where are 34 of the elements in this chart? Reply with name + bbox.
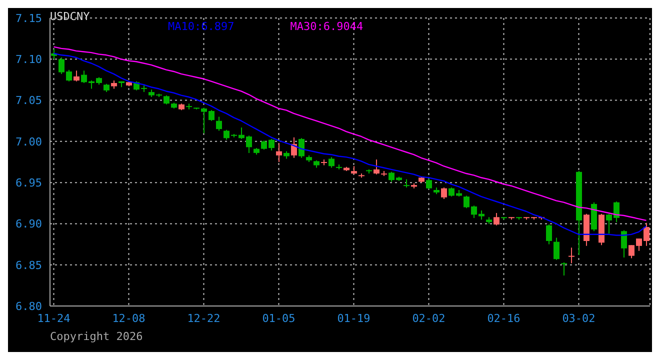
y-tick-label: 7.15 xyxy=(16,12,42,25)
candlestick xyxy=(621,230,627,258)
y-tick-label: 7.05 xyxy=(16,94,42,108)
candlestick xyxy=(74,70,80,82)
x-tick-label: 12-08 xyxy=(112,312,146,325)
x-tick-label: 03-02 xyxy=(562,312,596,325)
candlestick xyxy=(328,156,334,168)
candlestick xyxy=(546,224,552,245)
y-tick-label: 7.10 xyxy=(16,53,42,66)
x-tick-label: 01-19 xyxy=(337,312,370,325)
text: MA10:6.897 xyxy=(168,20,234,33)
candlestick xyxy=(441,187,447,200)
x-tick-label: 01-05 xyxy=(262,312,296,325)
x-tick-label: 02-16 xyxy=(487,312,520,325)
candlestick xyxy=(554,237,560,260)
candlestick xyxy=(276,142,282,162)
candlestick xyxy=(494,212,500,226)
candlestick xyxy=(568,247,574,264)
y-tick-label: 6.85 xyxy=(16,258,42,272)
candlestick xyxy=(426,178,432,190)
candlestick xyxy=(164,94,170,105)
x-tick-label: 02-02 xyxy=(412,312,446,325)
candlestick xyxy=(216,116,222,132)
y-tick-label: 6.95 xyxy=(16,176,42,190)
candlestick xyxy=(374,159,380,175)
candlestick xyxy=(298,138,304,158)
y-tick-label: 6.80 xyxy=(16,300,42,313)
candlestick xyxy=(561,262,567,276)
y-tick-label: 6.90 xyxy=(16,218,42,231)
x-tick-label: 12-22 xyxy=(187,312,220,325)
y-tick-label: 7.00 xyxy=(16,135,42,148)
text: MA30:6.9044 xyxy=(290,20,364,33)
text: Copyright 2026 xyxy=(50,330,143,343)
x-tick-label: 11-24 xyxy=(37,312,71,325)
